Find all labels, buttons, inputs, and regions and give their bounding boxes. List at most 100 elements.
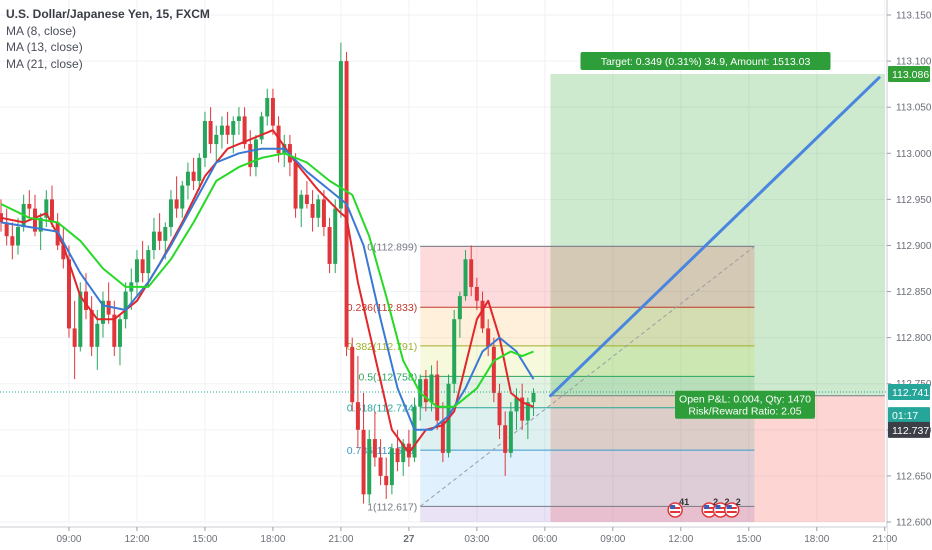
candle[interactable] [452,309,457,393]
candle[interactable] [531,388,536,416]
candle[interactable] [112,300,117,357]
candle[interactable] [355,356,360,449]
candle[interactable] [321,190,326,237]
candle[interactable] [469,245,474,297]
candle[interactable] [214,125,219,163]
candle[interactable] [146,245,151,287]
price-tick-label: 112.800 [896,333,932,344]
candle[interactable] [32,194,37,237]
candle[interactable] [389,443,394,495]
candle[interactable] [185,162,190,200]
candle[interactable] [180,180,185,218]
candle[interactable] [508,402,513,458]
candle[interactable] [316,194,321,228]
candle[interactable] [304,180,309,209]
candle[interactable] [350,337,355,412]
candle[interactable] [157,213,162,251]
fib-level-label: 0.5(112.758) [358,371,417,383]
candle-body [378,457,383,476]
candle[interactable] [27,190,32,218]
candle[interactable] [168,190,173,237]
flag-stripe [715,511,726,513]
candle[interactable] [236,107,241,135]
candle[interactable] [140,240,145,283]
candle[interactable] [406,429,411,467]
candle[interactable] [89,296,94,357]
candle-body [242,116,247,145]
candle-body [100,300,105,324]
candle[interactable] [208,107,213,154]
candle[interactable] [497,383,502,440]
candle[interactable] [338,42,343,218]
ma-line-2[interactable] [0,147,535,431]
candle[interactable] [327,217,332,274]
event-badge[interactable]: 2 [724,497,741,518]
event-badge[interactable]: 41 [667,497,689,518]
candle[interactable] [361,392,366,504]
candle[interactable] [106,282,111,324]
candle[interactable] [265,88,270,126]
candle-body [38,217,43,232]
legend-ma-21[interactable]: MA (21, close) [6,56,83,71]
candle[interactable] [429,365,434,412]
candle[interactable] [10,222,15,260]
candle[interactable] [202,111,207,168]
candle[interactable] [491,337,496,403]
candle[interactable] [219,116,224,149]
candle[interactable] [191,157,196,191]
candle[interactable] [423,369,428,412]
candle[interactable] [514,388,519,430]
candle[interactable] [100,291,105,338]
candle[interactable] [520,383,525,430]
legend-ma-8[interactable]: MA (8, close) [6,23,77,38]
candle[interactable] [378,439,383,486]
candle[interactable] [384,457,389,499]
candle[interactable] [486,319,491,357]
candle-body [310,203,315,218]
fib-retracement[interactable]: 0(112.899) 0.236(112.833) 0.382(112.791) 0.… [347,241,755,522]
candle-body [508,411,513,453]
candle[interactable] [435,360,440,430]
ma-line-1[interactable] [0,129,534,454]
candle[interactable] [134,250,139,297]
candle[interactable] [259,111,264,145]
candle[interactable] [463,250,468,301]
legend-ma-13[interactable]: MA (13, close) [6,40,83,54]
candle[interactable] [4,208,9,246]
candle[interactable] [503,411,508,476]
event-badge[interactable]: 2 [701,497,718,518]
candle-body [304,194,309,204]
candle[interactable] [197,153,202,191]
candle[interactable] [299,190,304,228]
candle[interactable] [253,134,258,177]
candle-body [146,250,151,274]
candle[interactable] [49,185,54,228]
candle-body [123,291,128,320]
projection-trend-line[interactable] [549,76,881,398]
candle[interactable] [151,217,156,260]
candle[interactable] [367,429,372,504]
candle[interactable] [248,130,253,177]
candle[interactable] [123,282,128,329]
candle[interactable] [15,217,20,255]
candle[interactable] [270,88,275,135]
candle-body [412,406,417,458]
candle-body [185,171,190,186]
candle-body [168,199,173,228]
ma-line-3[interactable] [0,152,534,408]
candle-body [435,374,440,421]
candle[interactable] [333,199,338,274]
candle[interactable] [372,411,377,467]
candle-body [299,194,304,209]
candle[interactable] [440,402,445,463]
candle[interactable] [474,277,479,310]
candle[interactable] [225,111,230,145]
candle[interactable] [457,291,462,338]
candle[interactable] [174,176,179,218]
candle[interactable] [310,190,315,232]
candle[interactable] [480,291,485,334]
candle[interactable] [72,300,77,380]
candle[interactable] [117,314,122,366]
time-tick-label: 12:00 [668,534,693,545]
